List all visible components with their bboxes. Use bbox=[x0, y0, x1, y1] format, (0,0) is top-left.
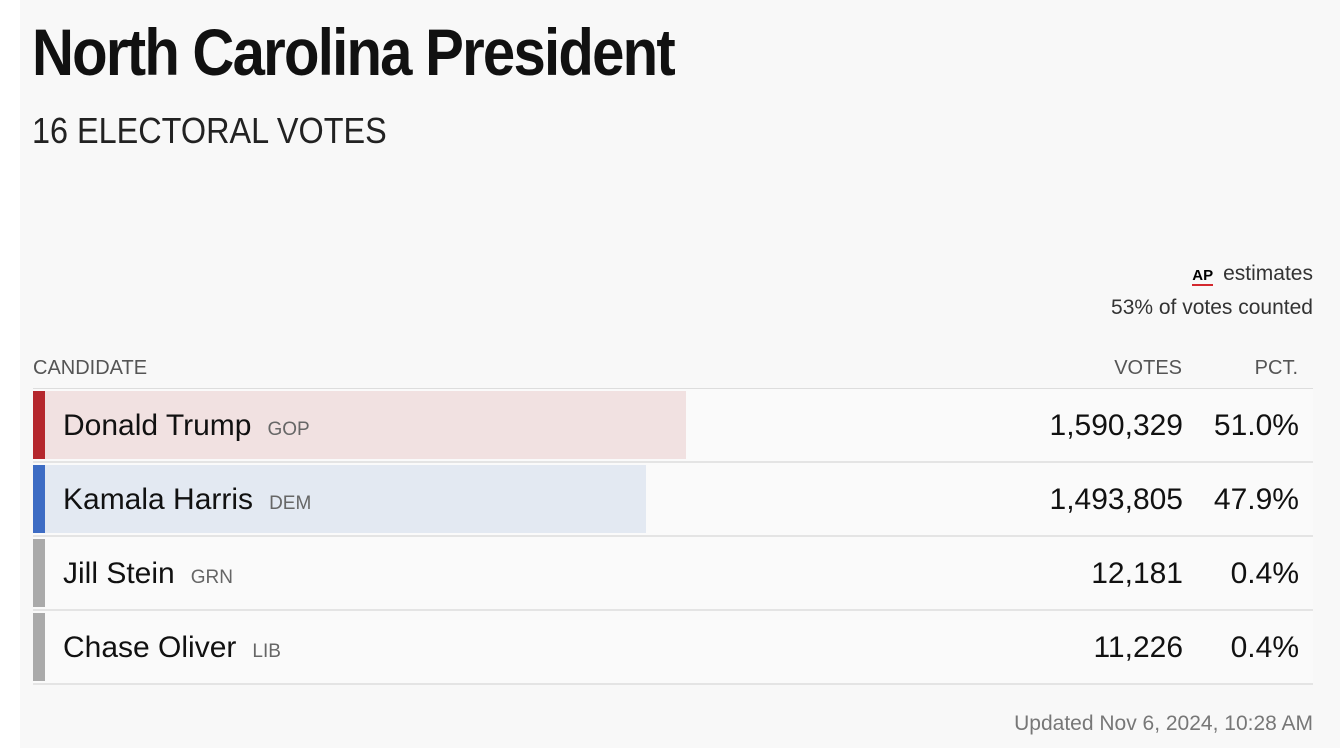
results-table: Donald Trump GOP 1,590,329 51.0% Kamala Harr… bbox=[33, 388, 1313, 685]
pct: 0.4% bbox=[1230, 631, 1299, 664]
source: AP estimates bbox=[1192, 262, 1313, 286]
source-logo: AP bbox=[1192, 267, 1214, 286]
votes: 12,181 bbox=[1091, 557, 1183, 590]
name: Jill Stein bbox=[63, 557, 175, 590]
title: North Carolina President bbox=[32, 15, 676, 89]
votes: 1,590,329 bbox=[1049, 409, 1183, 442]
name: Kamala Harris bbox=[63, 483, 254, 516]
candidate-name: Jill Stein GRN bbox=[63, 557, 233, 591]
column-header: PCT. bbox=[1254, 357, 1298, 379]
candidate-name: Donald Trump GOP bbox=[63, 409, 310, 443]
candidate-row: Chase Oliver LIB 11,226 0.4% bbox=[33, 611, 1313, 685]
party: GRN bbox=[190, 567, 233, 588]
party: LIB bbox=[252, 641, 281, 662]
candidate-row: Kamala Harris DEM 1,493,805 47.9% bbox=[33, 463, 1313, 537]
party-marker bbox=[33, 613, 45, 681]
pct-bar bbox=[33, 391, 686, 459]
column-header: VOTES bbox=[1114, 357, 1182, 379]
updated: Updated Nov 6, 2024, 10:28 AM bbox=[1014, 712, 1313, 735]
source-note: estimates bbox=[1223, 262, 1313, 285]
candidate-name: Kamala Harris DEM bbox=[63, 483, 311, 517]
party-marker bbox=[33, 539, 45, 607]
name: Donald Trump bbox=[63, 409, 252, 442]
votes: 1,493,805 bbox=[1049, 483, 1183, 516]
name: Chase Oliver bbox=[63, 631, 237, 664]
candidate-name: Chase Oliver LIB bbox=[63, 631, 281, 665]
party-marker bbox=[33, 391, 45, 459]
party: DEM bbox=[269, 493, 312, 514]
pct: 51.0% bbox=[1213, 409, 1299, 442]
subtitle: 16 ELECTORAL VOTES bbox=[32, 110, 387, 151]
counted: 53% of votes counted bbox=[1111, 296, 1313, 319]
results-panel: North Carolina President 16 ELECTORAL VO… bbox=[20, 0, 1340, 748]
column-header: CANDIDATE bbox=[33, 357, 148, 379]
party: GOP bbox=[267, 419, 310, 440]
pct-bar bbox=[33, 465, 647, 533]
pct: 0.4% bbox=[1230, 557, 1299, 590]
votes: 11,226 bbox=[1093, 631, 1183, 664]
candidate-row: Jill Stein GRN 12,181 0.4% bbox=[33, 537, 1313, 611]
candidate-row: Donald Trump GOP 1,590,329 51.0% bbox=[33, 389, 1313, 463]
pct: 47.9% bbox=[1213, 483, 1299, 516]
party-marker bbox=[33, 465, 45, 533]
